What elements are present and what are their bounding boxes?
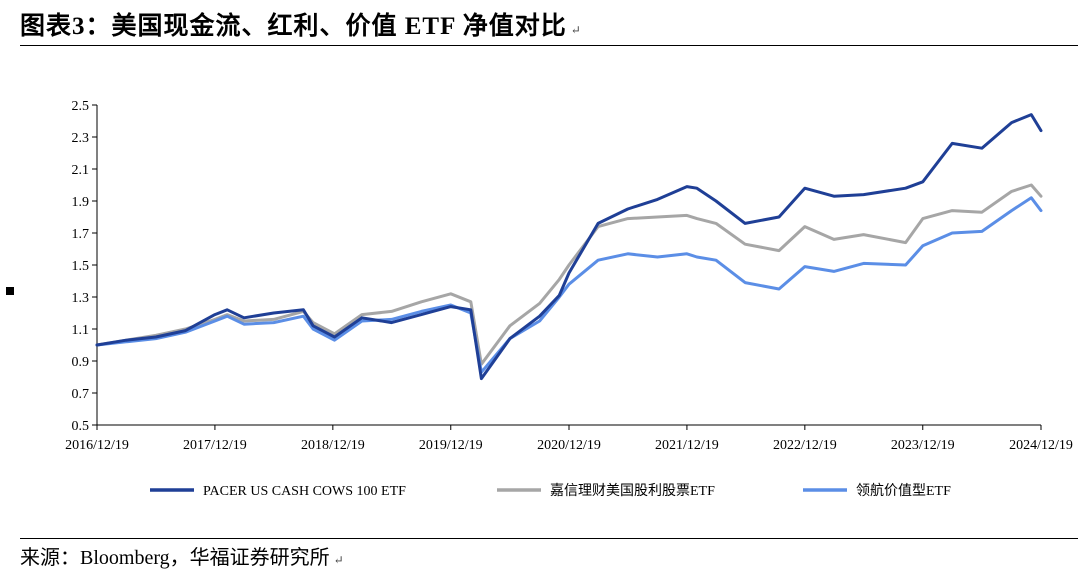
y-tick-label: 2.1 — [72, 163, 90, 178]
y-tick-label: 0.5 — [72, 419, 90, 434]
legend-label-1: PACER US CASH COWS 100 ETF — [203, 484, 406, 499]
source-rule — [20, 538, 1078, 539]
y-tick-label: 0.7 — [72, 387, 90, 402]
x-tick-label: 2020/12/19 — [537, 438, 601, 453]
y-tick-label: 1.1 — [72, 323, 90, 338]
series-line-1 — [95, 113, 1043, 381]
legend-label-2: 嘉信理财美国股利股票ETF — [550, 483, 715, 499]
source-text: 来源：Bloomberg，华福证券研究所 — [20, 547, 330, 569]
figure-title-text: 图表3：美国现金流、红利、价值 ETF 净值对比 — [20, 13, 567, 40]
series-line-3 — [95, 196, 1043, 374]
y-tick-label: 2.5 — [72, 99, 90, 114]
x-tick-label: 2024/12/19 — [1009, 438, 1073, 453]
paragraph-mark: ↵ — [333, 553, 344, 567]
x-tick-label: 2021/12/19 — [655, 438, 719, 453]
figure-title: 图表3：美国现金流、红利、价值 ETF 净值对比 ↵ — [20, 6, 582, 42]
series-line-2 — [95, 183, 1043, 366]
chart-series — [95, 113, 1043, 381]
source-note: 来源：Bloomberg，华福证券研究所 ↵ — [20, 541, 344, 570]
y-tick-label: 1.7 — [72, 227, 90, 242]
title-rule — [20, 45, 1078, 46]
paragraph-mark: ↵ — [570, 23, 582, 37]
x-tick-label: 2022/12/19 — [773, 438, 837, 453]
y-tick-label: 2.3 — [72, 131, 90, 146]
bullet-marker — [6, 287, 14, 295]
y-tick-label: 0.9 — [72, 355, 90, 370]
x-tick-label: 2023/12/19 — [891, 438, 955, 453]
x-tick-label: 2017/12/19 — [183, 438, 247, 453]
x-tick-label: 2018/12/19 — [301, 438, 365, 453]
x-tick-label: 2016/12/19 — [65, 438, 129, 453]
tick-labels: 0.5 0.7 0.9 1.1 1.3 1.5 1.7 1.9 2.1 2.3 2.5 2016/12… — [65, 99, 1073, 453]
chart-legend: PACER US CASH COWS 100 ETF 嘉信理财美国股利股票ETF 领… — [150, 483, 951, 499]
y-tick-label: 1.5 — [72, 259, 90, 274]
y-tick-label: 1.3 — [72, 291, 90, 306]
legend-label-3: 领航价值型ETF — [856, 483, 951, 499]
x-tick-label: 2019/12/19 — [419, 438, 483, 453]
y-tick-label: 1.9 — [72, 195, 90, 210]
line-chart: 0.5 0.7 0.9 1.1 1.3 1.5 1.7 1.9 2.1 2.3 2.5 2016/12… — [65, 99, 1073, 499]
